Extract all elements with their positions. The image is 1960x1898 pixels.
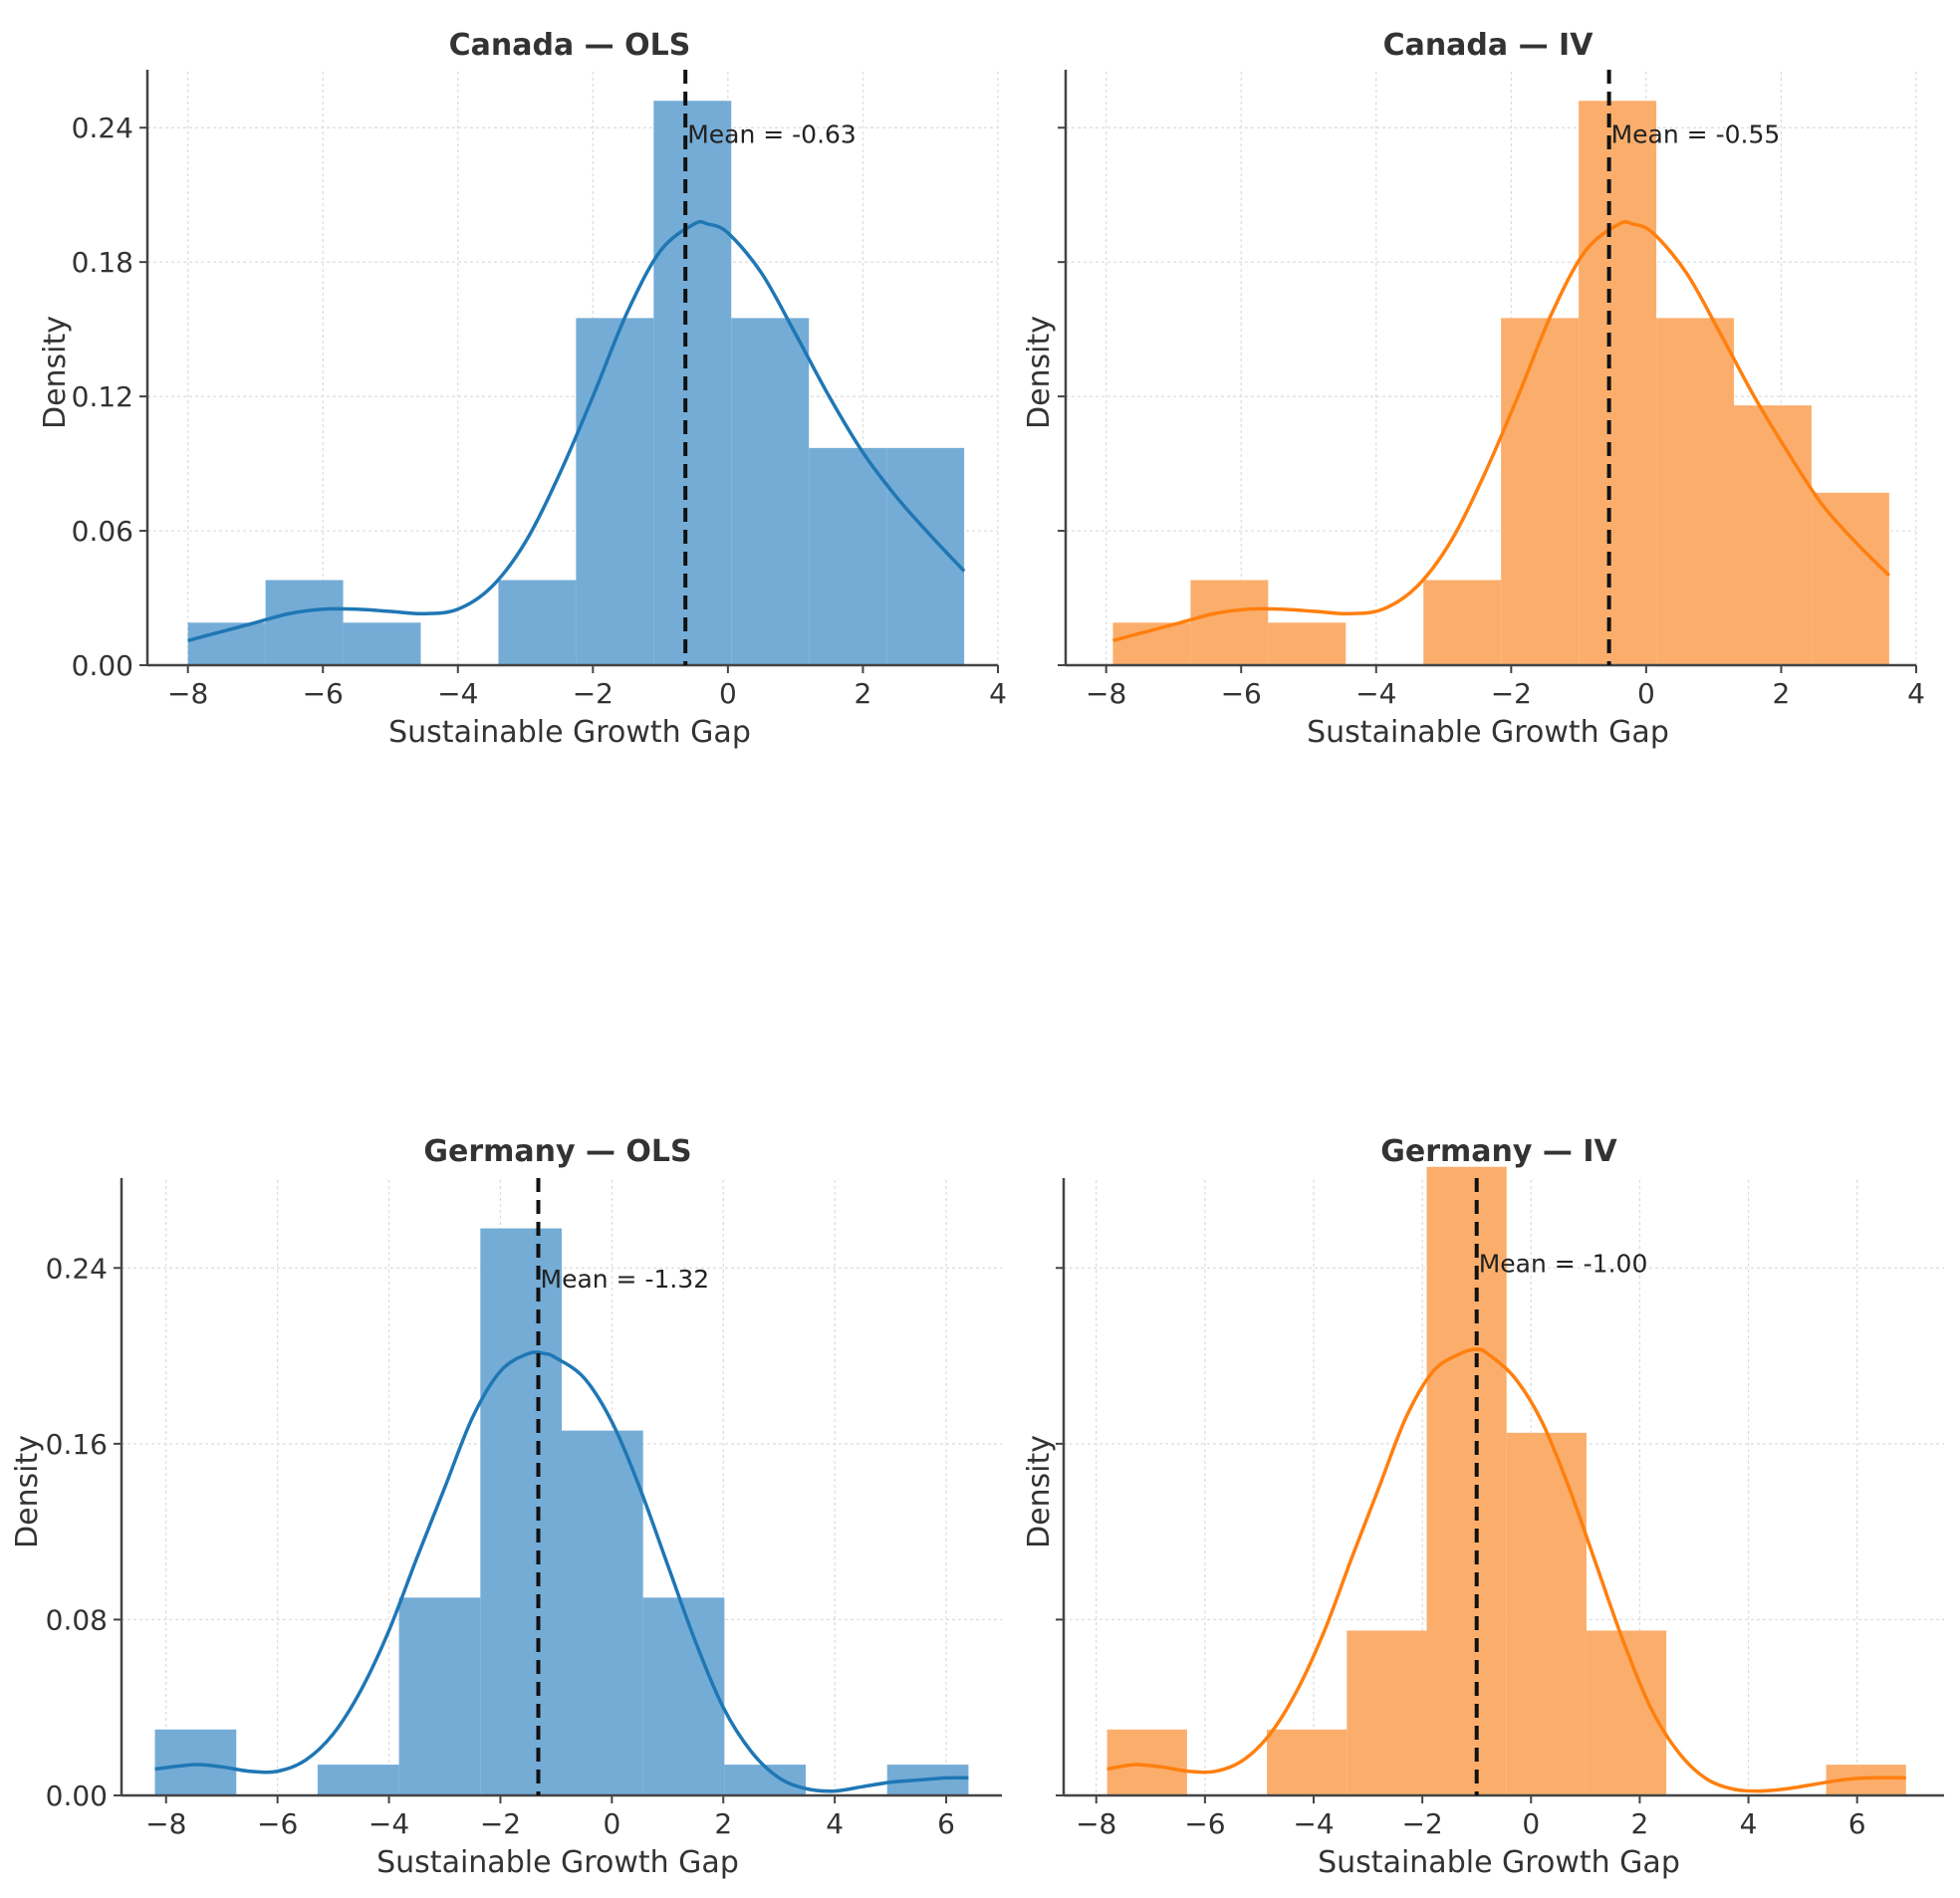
y-tick-label: 0.18 bbox=[72, 246, 133, 279]
y-axis-label: Density bbox=[1022, 1435, 1057, 1548]
histogram-bar bbox=[1267, 1729, 1348, 1795]
histogram-bar bbox=[642, 1597, 725, 1795]
histogram-bar bbox=[653, 101, 732, 666]
x-tick-label: 4 bbox=[1907, 677, 1925, 710]
x-tick-label: −8 bbox=[1076, 1807, 1116, 1840]
histogram-bar bbox=[154, 1729, 237, 1795]
histogram-bar bbox=[562, 1430, 643, 1795]
kde-curve bbox=[187, 219, 966, 642]
y-axis-label: Density bbox=[38, 316, 73, 429]
x-axis-label: Sustainable Growth Gap bbox=[376, 1845, 739, 1880]
panel-canada-ols: Canada — OLS Sustainable Growth Gap Dens… bbox=[38, 28, 1007, 750]
x-tick-label: 6 bbox=[1848, 1807, 1866, 1840]
kde-curve bbox=[154, 1350, 969, 1793]
histogram-bar bbox=[1579, 101, 1657, 666]
x-tick-label: −6 bbox=[257, 1807, 298, 1840]
y-tick-label: 0.06 bbox=[72, 515, 133, 548]
x-tick-label: 2 bbox=[1773, 677, 1791, 710]
x-tick-label: −4 bbox=[437, 677, 478, 710]
histogram-bar bbox=[1734, 405, 1812, 665]
panel-title: Canada — IV bbox=[1383, 28, 1594, 63]
x-axis-label: Sustainable Growth Gap bbox=[1318, 1845, 1680, 1880]
histogram-bar bbox=[498, 580, 577, 665]
histogram-bar bbox=[265, 580, 344, 665]
y-axis-label: Density bbox=[1022, 316, 1057, 429]
x-tick-label: 2 bbox=[1631, 1807, 1649, 1840]
histogram-bar bbox=[1268, 622, 1347, 665]
x-tick-label: −4 bbox=[368, 1807, 409, 1840]
x-tick-label: −2 bbox=[573, 677, 613, 710]
histogram-bar bbox=[576, 318, 654, 665]
kde-curve bbox=[1111, 219, 1891, 642]
histogram-bar bbox=[343, 622, 421, 665]
histogram-bar bbox=[480, 1228, 562, 1795]
x-axis-label: Sustainable Growth Gap bbox=[1307, 715, 1669, 750]
x-tick-label: 4 bbox=[989, 677, 1007, 710]
panel-canada-iv: Canada — IV Sustainable Growth Gap Densi… bbox=[1022, 28, 1925, 750]
x-tick-label: −8 bbox=[1086, 677, 1126, 710]
x-tick-label: 4 bbox=[826, 1807, 844, 1840]
panel-title: Canada — OLS bbox=[449, 28, 691, 63]
x-tick-label: −2 bbox=[480, 1807, 521, 1840]
x-tick-label: −2 bbox=[1491, 677, 1532, 710]
panel-title: Germany — IV bbox=[1380, 1134, 1617, 1169]
x-tick-label: −6 bbox=[303, 677, 344, 710]
histogram-bar bbox=[317, 1765, 399, 1795]
panel-germany-iv: Germany — IV Sustainable Growth Gap Dens… bbox=[1022, 1134, 1944, 1880]
y-tick-label: 0.00 bbox=[46, 1779, 108, 1812]
histogram-bar bbox=[1190, 580, 1269, 665]
x-tick-label: −2 bbox=[1402, 1807, 1443, 1840]
histogram-bar bbox=[398, 1597, 481, 1795]
x-tick-label: −4 bbox=[1293, 1807, 1334, 1840]
mean-label: Mean = -0.55 bbox=[1611, 120, 1781, 149]
x-tick-label: 0 bbox=[603, 1807, 620, 1840]
x-tick-label: −6 bbox=[1184, 1807, 1225, 1840]
histogram-bar bbox=[1347, 1630, 1427, 1795]
y-tick-label: 0.16 bbox=[46, 1428, 108, 1461]
y-axis-label: Density bbox=[10, 1435, 45, 1548]
histogram-bar bbox=[1811, 492, 1889, 665]
x-tick-label: 2 bbox=[855, 677, 872, 710]
x-tick-label: 0 bbox=[1637, 677, 1655, 710]
histogram-bar bbox=[809, 447, 887, 665]
x-tick-label: 0 bbox=[1522, 1807, 1540, 1840]
x-tick-label: 0 bbox=[719, 677, 737, 710]
x-tick-label: 6 bbox=[937, 1807, 955, 1840]
kde-curve bbox=[1106, 1347, 1906, 1793]
x-tick-label: −4 bbox=[1355, 677, 1396, 710]
histogram-bar bbox=[1506, 1432, 1587, 1795]
histogram-bar bbox=[1423, 580, 1502, 665]
y-tick-label: 0.24 bbox=[46, 1252, 108, 1285]
x-tick-label: −6 bbox=[1221, 677, 1262, 710]
histogram-bar bbox=[1426, 1166, 1507, 1795]
histogram-bar bbox=[1501, 318, 1580, 665]
y-tick-label: 0.24 bbox=[72, 112, 133, 144]
histogram-bar bbox=[724, 1765, 807, 1795]
x-tick-label: 2 bbox=[714, 1807, 732, 1840]
x-axis-label: Sustainable Growth Gap bbox=[388, 715, 751, 750]
x-tick-label: −8 bbox=[145, 1807, 186, 1840]
histogram-bar bbox=[1106, 1729, 1187, 1795]
y-tick-label: 0.08 bbox=[46, 1603, 108, 1636]
histogram-bar bbox=[1656, 318, 1734, 665]
histogram-bar bbox=[731, 318, 810, 665]
mean-label: Mean = -1.00 bbox=[1479, 1250, 1648, 1279]
panel-germany-ols: Germany — OLS Sustainable Growth Gap Den… bbox=[10, 1134, 1002, 1880]
x-tick-label: 4 bbox=[1740, 1807, 1758, 1840]
mean-label: Mean = -1.32 bbox=[541, 1265, 710, 1294]
mean-label: Mean = -0.63 bbox=[687, 120, 857, 149]
y-tick-label: 0.12 bbox=[72, 380, 133, 413]
x-tick-label: −8 bbox=[167, 677, 208, 710]
panel-title: Germany — OLS bbox=[423, 1134, 691, 1169]
y-tick-label: 0.00 bbox=[72, 649, 133, 682]
